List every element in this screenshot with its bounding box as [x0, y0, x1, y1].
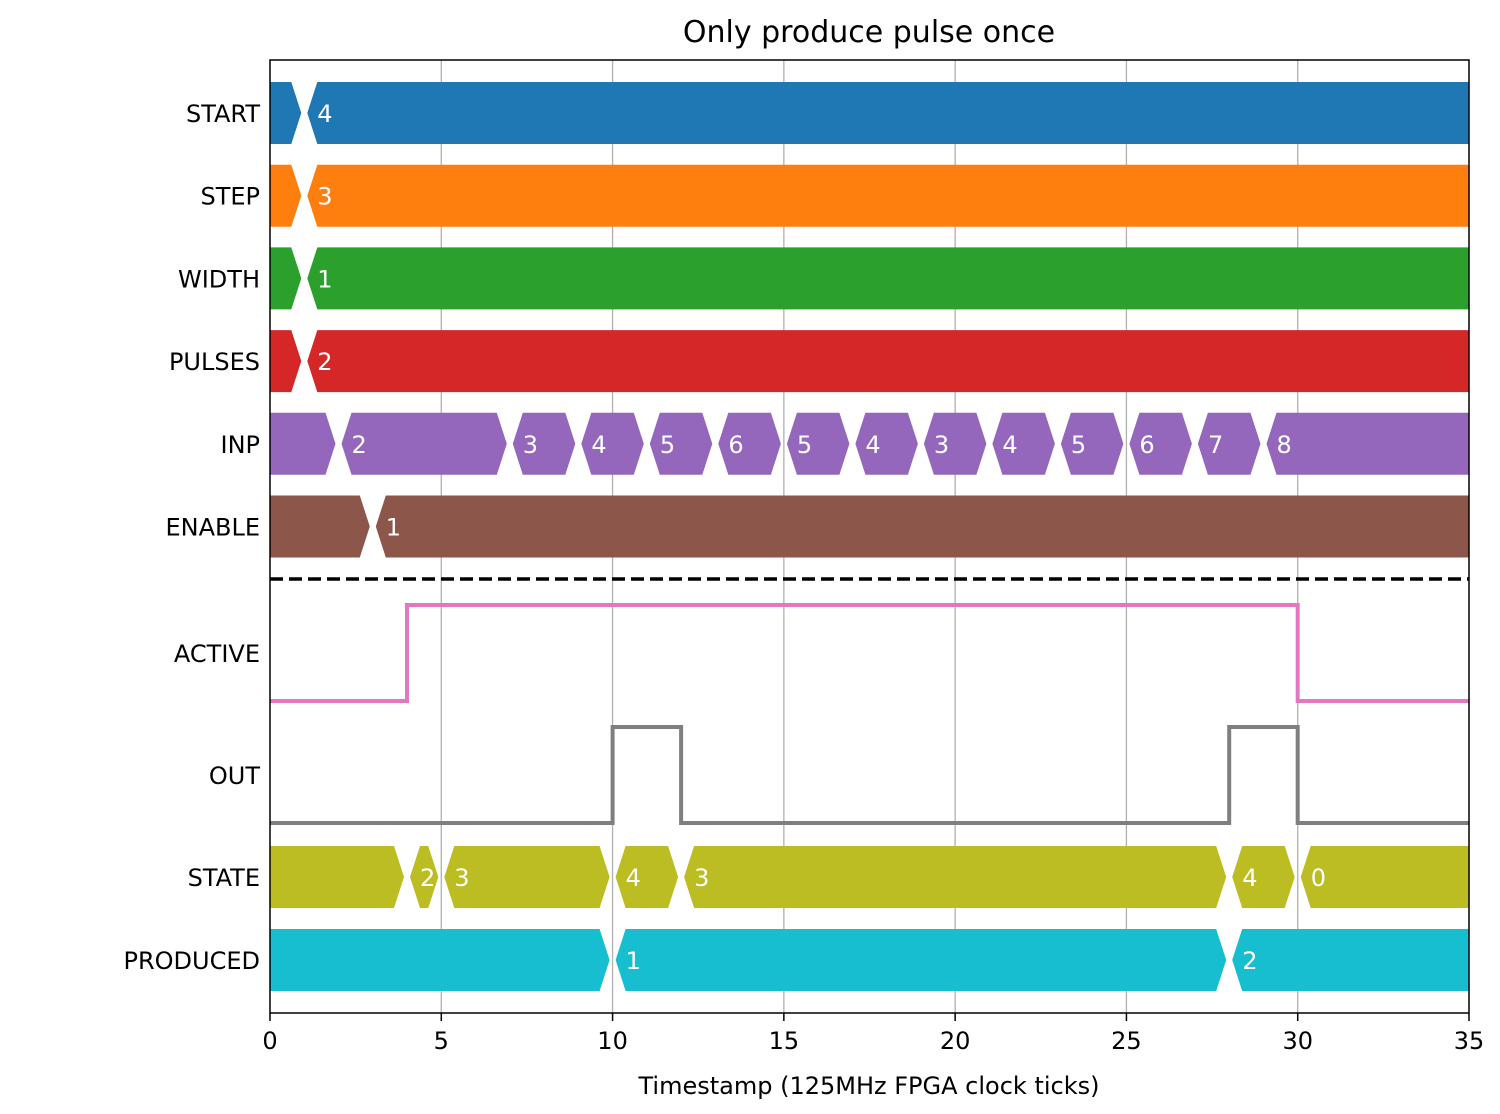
signal-label-pulses: PULSES [169, 348, 260, 376]
start-segment [307, 82, 1469, 144]
enable-value-label: 1 [386, 514, 401, 542]
state-segment [684, 846, 1227, 908]
start-value-label: 4 [317, 100, 332, 128]
produced-segment [615, 929, 1227, 991]
inp-segment [1266, 412, 1469, 475]
signal-label-start: START [186, 100, 260, 128]
signal-label-width: WIDTH [178, 265, 260, 293]
x-tick-label: 30 [1282, 1027, 1313, 1055]
produced-segment [1232, 929, 1469, 991]
width-value-label: 1 [317, 265, 332, 293]
x-tick-label: 5 [434, 1027, 449, 1055]
state-segment [1232, 846, 1295, 908]
x-tick-label: 25 [1111, 1027, 1142, 1055]
out-waveform [270, 725, 1469, 825]
signal-label-state: STATE [188, 864, 260, 892]
pulses-value-label: 2 [317, 348, 332, 376]
state-value-label: 4 [1242, 864, 1257, 892]
state-value-label: 2 [420, 864, 435, 892]
signal-labels: START STEP WIDTH PULSES INP ENABLE ACTIVE OUT ST… [124, 100, 261, 975]
inp-segment [923, 412, 987, 475]
start-segment [270, 82, 302, 144]
state-segment [615, 846, 679, 908]
x-tick-label: 15 [769, 1027, 800, 1055]
signal-label-produced: PRODUCED [124, 947, 261, 975]
signal-label-inp: INP [220, 431, 260, 459]
produced-value-label: 2 [1242, 947, 1257, 975]
inp-segment [341, 412, 507, 475]
width-segment [307, 247, 1469, 310]
step-value-label: 3 [317, 183, 332, 211]
state-segment [444, 846, 610, 908]
inp-segment [1129, 412, 1192, 475]
state-value-label: 0 [1311, 864, 1326, 892]
enable-segment [375, 495, 1469, 558]
state-segment [270, 846, 404, 908]
x-axis: 0 5 10 15 20 25 30 35 [262, 1013, 1484, 1055]
x-tick-label: 10 [597, 1027, 628, 1055]
produced-value-label: 1 [626, 947, 641, 975]
inp-segment [1197, 412, 1261, 475]
plot-frame [269, 59, 1470, 1014]
inp-value-label: 8 [1276, 431, 1291, 459]
inp-value-label: 3 [934, 431, 949, 459]
step-segment [270, 164, 302, 227]
inp-segment [855, 412, 918, 475]
inp-value-label: 6 [1139, 431, 1154, 459]
inp-segment [581, 412, 644, 475]
state-value-label: 3 [454, 864, 469, 892]
x-tick-label: 0 [262, 1027, 277, 1055]
inp-value-label: 4 [1002, 431, 1017, 459]
x-tick-label: 35 [1454, 1027, 1485, 1055]
state-segment [1300, 846, 1469, 908]
inp-segment [786, 412, 850, 475]
state-value-label: 3 [694, 864, 709, 892]
inp-value-label: 5 [1071, 431, 1086, 459]
width-segment [270, 247, 302, 310]
inp-value-label: 4 [865, 431, 880, 459]
signal-label-out: OUT [209, 762, 260, 790]
inp-value-label: 7 [1208, 431, 1223, 459]
inp-value-label: 4 [591, 431, 606, 459]
enable-segment [270, 495, 370, 558]
pulses-segment [307, 330, 1469, 393]
inp-value-label: 2 [352, 431, 367, 459]
x-axis-label: Timestamp (125MHz FPGA clock ticks) [638, 1072, 1100, 1100]
signal-label-active: ACTIVE [174, 640, 260, 668]
inp-value-label: 5 [797, 431, 812, 459]
inp-segment [1060, 412, 1124, 475]
inp-segment [649, 412, 713, 475]
step-segment [307, 164, 1469, 227]
x-tick-label: 20 [940, 1027, 971, 1055]
signal-label-step: STEP [200, 183, 260, 211]
inp-value-label: 3 [523, 431, 538, 459]
inp-segment [992, 412, 1055, 475]
state-segment [410, 846, 439, 908]
active-waveform [270, 603, 1469, 703]
inp-value-label: 5 [660, 431, 675, 459]
inp-segment [718, 412, 781, 475]
inp-segment [270, 412, 336, 475]
pulses-segment [270, 330, 302, 393]
chart-title: Only produce pulse once [683, 15, 1055, 50]
produced-segment [270, 929, 610, 991]
inp-segment [512, 412, 576, 475]
state-value-label: 4 [626, 864, 641, 892]
inp-value-label: 6 [728, 431, 743, 459]
signal-label-enable: ENABLE [165, 514, 260, 542]
